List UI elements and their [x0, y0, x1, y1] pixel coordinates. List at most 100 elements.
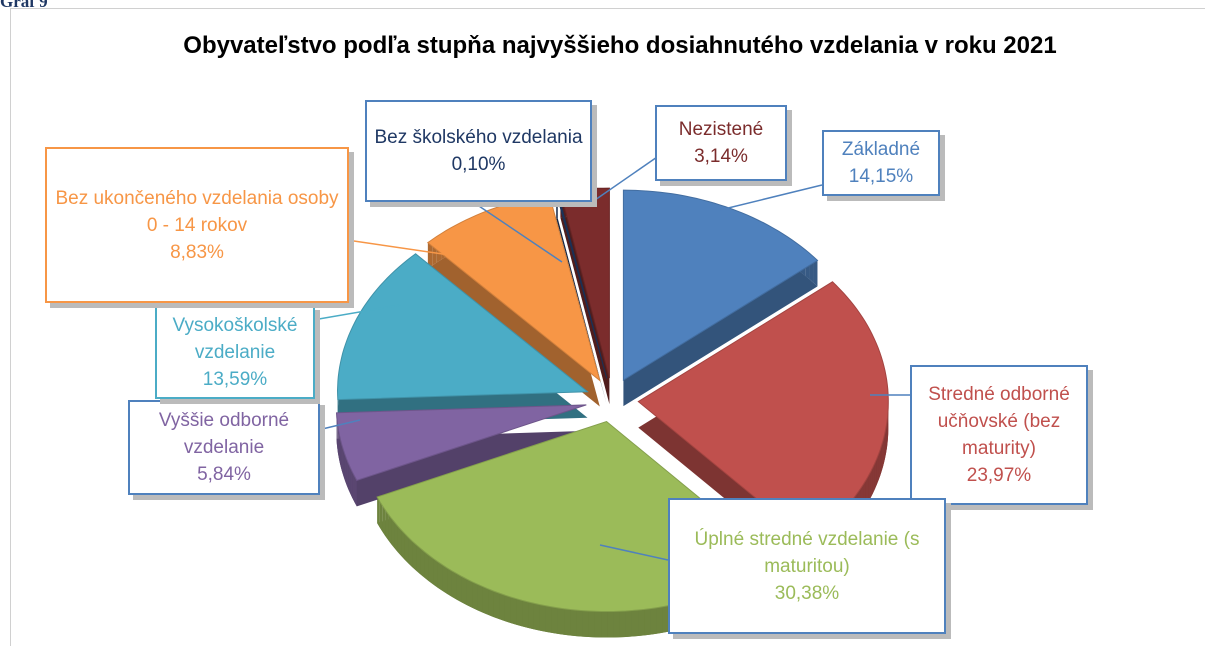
slice-side: [886, 422, 887, 453]
slice-side: [348, 462, 351, 494]
label-value: 5,84%: [197, 464, 251, 485]
data-label: Úplné stredné vzdelanie (s maturitou) 30,…: [668, 498, 946, 634]
data-label: Vysokoškolské vzdelanie 13,59%: [155, 305, 315, 399]
slice-side: [337, 422, 338, 453]
slice-side: [874, 458, 877, 490]
slice-side: [442, 564, 448, 594]
slice-side: [499, 593, 505, 622]
slice-side: [870, 467, 873, 499]
slice-side: [337, 426, 339, 458]
slice-side: [350, 467, 353, 498]
slice-side: [510, 596, 517, 625]
slice-side: [388, 513, 392, 544]
label-value: 23,97%: [966, 465, 1032, 486]
chart-frame: [10, 8, 1205, 646]
slice-side: [394, 521, 398, 552]
slice-side: [539, 604, 546, 632]
slice-side: [885, 426, 887, 458]
slice-side: [385, 509, 389, 540]
slice: [335, 404, 587, 482]
slice-side: [545, 605, 552, 633]
slice-side: [377, 496, 380, 528]
slice-side: [878, 449, 881, 481]
slice-side: [493, 591, 500, 620]
label-value: 3,14%: [694, 146, 748, 167]
slice-side: [477, 584, 483, 613]
data-label: Nezistené 3,14%: [655, 105, 787, 181]
slice-side: [408, 537, 413, 568]
slice-side: [466, 579, 473, 608]
label-category: Úplné stredné vzdelanie (s maturitou): [694, 528, 920, 577]
slice-side: [482, 586, 489, 615]
label-category: Vyššie odborné vzdelanie: [158, 410, 290, 458]
slice-side: [391, 517, 395, 548]
slice-side: [516, 598, 523, 627]
label-value: 14,15%: [848, 166, 914, 187]
slice-side: [656, 606, 663, 634]
slice-side: [638, 609, 645, 637]
slice-side: [404, 533, 409, 564]
slice-side: [504, 595, 511, 623]
slice-side: [456, 573, 462, 603]
slice-side: [352, 471, 355, 503]
label-category: Bez ukončeného vzdelania osoby 0 - 14 ro…: [55, 187, 339, 236]
slice-side: [522, 600, 529, 628]
slice-side: [662, 605, 669, 633]
slice: [622, 189, 819, 381]
label-category: Bez školského vzdelania: [374, 127, 583, 148]
data-label: Stredné odborné učňovské (bez maturity) 2…: [910, 365, 1088, 505]
slice-side: [433, 558, 438, 588]
slice-side: [451, 570, 457, 600]
slice-side: [886, 417, 888, 449]
slice-side: [564, 608, 571, 636]
slice-side: [528, 601, 534, 630]
slice-side: [437, 561, 443, 591]
slice-side: [533, 603, 540, 631]
slice-side: [401, 529, 405, 560]
slice-side: [557, 607, 565, 635]
label-value: 13,59%: [202, 368, 268, 390]
slice-side: [379, 501, 383, 532]
slice-side: [340, 440, 342, 472]
slice-side: [625, 610, 632, 637]
label-category: Stredné odborné učňovské (bez maturity): [928, 384, 1070, 459]
slice-side: [876, 454, 879, 485]
data-label: Základné 14,15%: [822, 130, 940, 196]
chart-title: Obyvateľstvo podľa stupňa najvyššieho do…: [183, 32, 1057, 59]
slice-side: [882, 436, 885, 467]
slice-side: [551, 606, 558, 634]
label-value: 8,83%: [170, 241, 224, 263]
slice-side: [588, 611, 595, 638]
slice-side: [881, 440, 883, 472]
slice-side: [644, 608, 651, 636]
slice-side: [613, 611, 620, 638]
slice-side: [339, 435, 341, 467]
label-category: Základné: [841, 139, 921, 160]
slice-side: [397, 525, 402, 556]
slice-side: [382, 505, 386, 536]
slice-side: [880, 445, 882, 476]
slice-side: [619, 610, 626, 638]
slice-side: [343, 449, 345, 481]
slice-side: [416, 544, 421, 575]
slice-side: [447, 567, 452, 597]
slice-side: [341, 445, 344, 476]
slice-side: [420, 548, 425, 578]
slice-side: [346, 458, 349, 489]
data-label: Vyššie odborné vzdelanie 5,84%: [128, 400, 320, 495]
slice-side: [868, 472, 871, 503]
slice-side: [631, 610, 639, 637]
slice-side: [338, 431, 340, 462]
slice-side: [424, 551, 429, 582]
slice-side: [344, 454, 347, 485]
label-value: 30,38%: [774, 582, 840, 604]
slice-side: [884, 431, 886, 463]
slice-side: [428, 555, 434, 585]
label-value: 0,10%: [451, 154, 506, 175]
slice-side: [813, 256, 818, 287]
slice-side: [570, 609, 577, 637]
label-category: Vysokoškolské vzdelanie: [172, 314, 298, 363]
slice-side: [488, 588, 494, 618]
slice-side: [607, 611, 614, 638]
